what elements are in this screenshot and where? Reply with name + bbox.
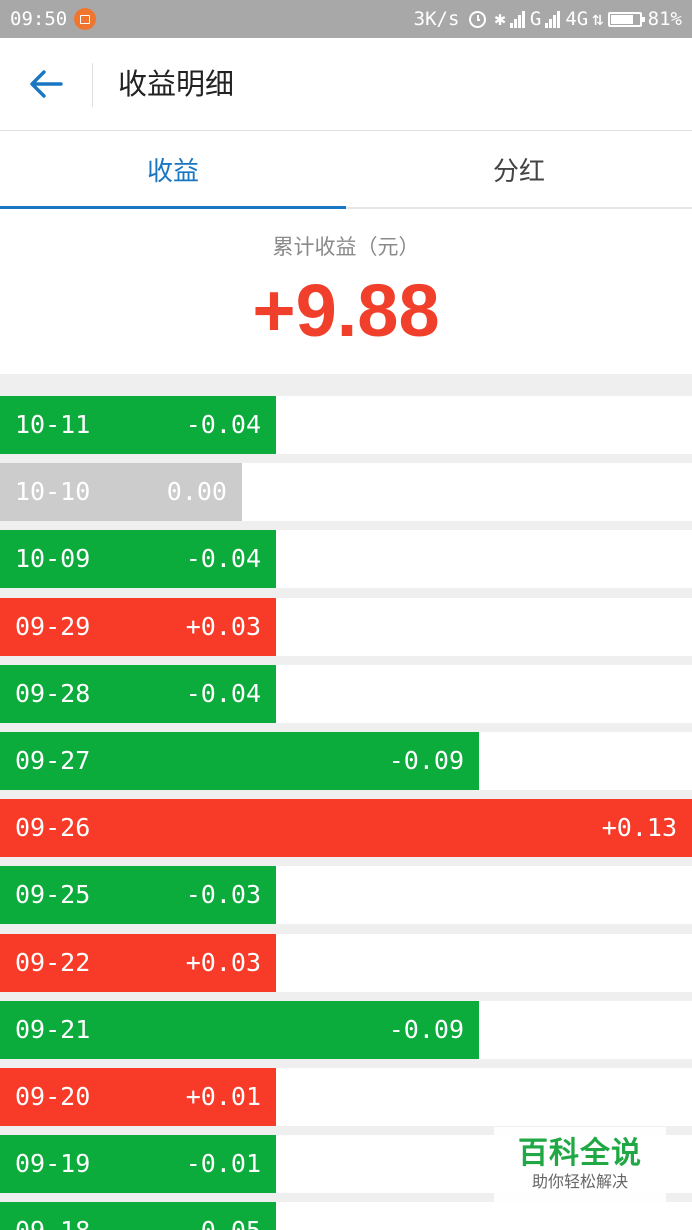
earnings-bar [0, 1000, 479, 1059]
list-item[interactable]: 10-11 -0.04 [0, 396, 692, 454]
record-date: 09-26 [15, 813, 91, 843]
list-item[interactable]: 09-21 -0.09 [0, 1000, 692, 1059]
alarm-clock-icon [469, 10, 487, 28]
earnings-bar [0, 866, 276, 925]
record-date: 09-21 [15, 1014, 91, 1044]
earnings-bar [0, 1135, 276, 1194]
earnings-bar [0, 933, 276, 992]
list-item[interactable]: 09-25 -0.03 [0, 866, 692, 925]
battery-percent: 81% [647, 8, 682, 30]
earnings-bar [0, 530, 276, 589]
network-speed: 3K/s [413, 8, 460, 30]
list-item[interactable]: 09-22 +0.03 [0, 933, 692, 992]
record-value: +0.13 [601, 813, 677, 843]
record-value: -0.04 [185, 544, 261, 574]
record-value: 0.00 [166, 477, 227, 507]
app-header: 收益明细 [0, 38, 692, 131]
watermark-subtitle: 助你轻松解决 [531, 1172, 628, 1191]
network-type-g: G [529, 8, 542, 30]
record-value: -0.09 [388, 746, 464, 775]
record-date: 09-20 [15, 1082, 91, 1111]
record-date: 10-11 [15, 410, 91, 439]
cumulative-earnings-summary: 累计收益（元） +9.88 [0, 209, 692, 374]
header-divider [92, 63, 93, 107]
earnings-bar [0, 1068, 276, 1126]
signal-strength-icon [509, 10, 526, 28]
data-transfer-icon: ⇅ [592, 8, 604, 30]
record-date: 09-25 [15, 880, 91, 910]
record-date: 09-22 [15, 947, 91, 977]
tab-bar: 收益 分红 [0, 131, 692, 209]
watermark-title: 百科全说 [518, 1136, 642, 1171]
status-indicators: 3K/s ✱ G 4G ⇅ 81% [414, 8, 682, 30]
earnings-bar [0, 396, 276, 454]
status-time: 09:50 [10, 8, 68, 30]
earnings-bar [0, 1202, 276, 1230]
signal-strength-icon-2 [545, 10, 561, 28]
battery-icon [607, 11, 645, 27]
cumulative-earnings-value: +9.88 [252, 269, 440, 352]
list-item[interactable]: 09-28 -0.04 [0, 664, 692, 723]
list-item[interactable]: 10-09 -0.04 [0, 530, 692, 589]
record-date: 09-27 [15, 746, 91, 775]
tab-earnings[interactable]: 收益 [0, 131, 346, 209]
network-type-4g: 4G [565, 8, 589, 30]
record-date: 09-18 [15, 1202, 90, 1230]
bluetooth-icon: ✱ [494, 8, 506, 30]
record-date: 10-10 [15, 477, 91, 507]
list-item[interactable]: 09-27 -0.09 [0, 732, 692, 790]
earnings-bar [0, 463, 242, 522]
back-button[interactable] [22, 62, 70, 106]
arrow-left-icon [30, 70, 63, 98]
cumulative-earnings-label: 累计收益（元） [272, 235, 420, 259]
record-value: -0.09 [388, 1014, 464, 1044]
page-title: 收益明细 [118, 67, 235, 101]
list-item[interactable]: 10-10 0.00 [0, 463, 692, 522]
notification-app-icon [74, 8, 96, 30]
record-value: -0.01 [185, 1149, 261, 1179]
record-date: 09-19 [15, 1149, 91, 1179]
tab-dividends[interactable]: 分红 [346, 131, 692, 207]
record-value: -0.03 [185, 880, 261, 910]
record-date: 09-28 [15, 678, 91, 708]
record-value: +0.01 [185, 1082, 261, 1111]
record-value: -0.05 [186, 1202, 261, 1230]
record-value: -0.04 [185, 678, 261, 708]
record-date: 10-09 [15, 544, 91, 574]
record-value: +0.03 [185, 947, 261, 977]
status-bar: 09:50 3K/s ✱ G 4G ⇅ 81% [0, 0, 692, 38]
watermark-logo: 百科全说 助你轻松解决 [494, 1127, 666, 1207]
earnings-bar [0, 664, 276, 723]
earnings-bar [0, 597, 276, 656]
record-value: +0.03 [185, 611, 261, 641]
record-date: 09-29 [15, 611, 91, 641]
earnings-bar [0, 799, 692, 858]
list-item[interactable]: 09-26 +0.13 [0, 799, 692, 858]
tab-earnings-label: 收益 [146, 156, 199, 187]
record-value: -0.04 [185, 410, 261, 439]
tab-dividends-label: 分红 [492, 156, 545, 187]
earnings-bar [0, 732, 479, 790]
active-tab-indicator [0, 206, 346, 209]
earnings-list[interactable]: 10-11 -0.04 10-10 0.00 10-09 -0.04 09-29 +0.03 0… [0, 374, 692, 1230]
list-item[interactable]: 09-29 +0.03 [0, 597, 692, 656]
list-item[interactable]: 09-20 +0.01 [0, 1068, 692, 1126]
